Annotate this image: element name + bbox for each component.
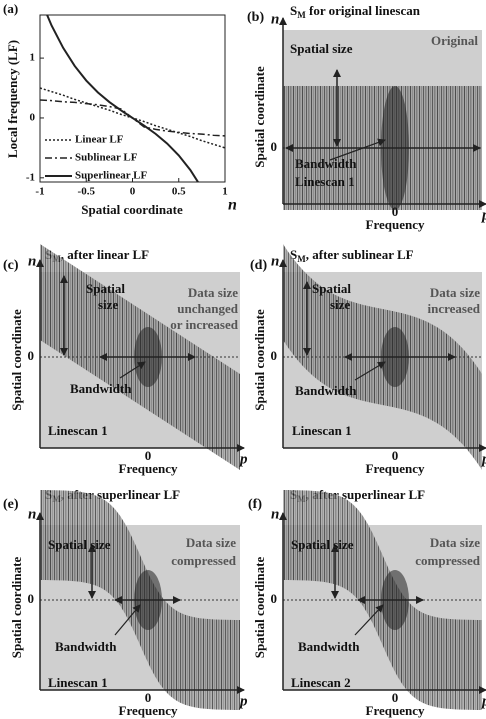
x-axis-label: Frequency — [119, 703, 178, 718]
x-axis-label: Spatial coordinate — [81, 202, 183, 217]
annotation: Original — [431, 33, 478, 48]
y-zero-label: 0 — [271, 139, 278, 154]
annotation: size — [98, 297, 118, 312]
annotation: Bandwidth — [70, 381, 132, 396]
title-text: for original linescan — [306, 3, 421, 18]
annotation: Data size — [430, 535, 480, 550]
x-zero-label: 0 — [392, 690, 399, 705]
annotation: Data size — [186, 535, 236, 550]
y-zero-label: 0 — [271, 591, 278, 606]
y-axis-label: Spatial coordinate — [252, 309, 267, 411]
y-axis-label: Spatial coordinate — [9, 309, 24, 411]
x-axis-end-label: p — [480, 451, 486, 467]
x-zero-label: 0 — [145, 690, 152, 705]
panel-label: (f) — [248, 497, 262, 512]
title-text: , after sublinear LF — [306, 247, 414, 262]
annotation: Spatial size — [48, 537, 111, 552]
annotation: or increased — [170, 317, 239, 332]
title-symbol: S — [290, 247, 297, 262]
annotation: compressed — [171, 553, 237, 568]
pointer-arrow — [329, 138, 386, 161]
legend-label: Linear LF — [75, 134, 124, 146]
y-axis-label: Spatial coordinate — [9, 557, 24, 659]
axis-end-label: n — [228, 197, 237, 214]
x-tick-label: 0.5 — [172, 186, 186, 198]
y-axis-label: Local frequency (LF) — [5, 40, 20, 158]
annotation: Bandwidth — [55, 639, 117, 654]
panel: (d)SM, after sublinear LFnp00FrequencySp… — [250, 244, 486, 476]
annotation: Linescan 1 — [48, 675, 108, 690]
x-tick-label: -0.5 — [78, 186, 96, 198]
panel-label: (b) — [247, 10, 264, 25]
x-zero-label: 0 — [392, 448, 399, 463]
y-zero-label: 0 — [28, 348, 35, 363]
y-axis-end-label: n — [28, 253, 36, 269]
x-zero-label: 0 — [145, 448, 152, 463]
x-tick-label: 1 — [222, 186, 228, 198]
annotation: unchanged — [177, 301, 238, 316]
y-axis-label: Spatial coordinate — [252, 66, 267, 168]
annotation: Linescan 1 — [292, 423, 352, 438]
annotation: Data size — [188, 285, 238, 300]
x-zero-label: 0 — [392, 204, 399, 219]
plot-area — [40, 15, 225, 182]
y-zero-label: 0 — [271, 348, 278, 363]
x-tick-label: -1 — [35, 186, 44, 198]
annotation: Bandwidth — [295, 156, 357, 171]
title-subscript: M — [297, 254, 306, 264]
annotation: Bandwidth — [295, 383, 357, 398]
panel-label: (d) — [250, 258, 267, 273]
legend-label: Sublinear LF — [75, 152, 138, 164]
annotation: Bandwidth — [298, 639, 360, 654]
x-axis-label: Frequency — [366, 703, 425, 718]
annotation: compressed — [415, 553, 481, 568]
y-tick-label: 1 — [30, 52, 36, 64]
x-axis-label: Frequency — [366, 461, 425, 476]
annotation: increased — [428, 301, 481, 316]
y-axis-end-label: n — [271, 11, 279, 27]
pointer-arrow — [119, 361, 146, 379]
legend-label: Superlinear LF — [75, 170, 148, 182]
y-axis-label: Spatial coordinate — [252, 557, 267, 659]
x-tick-label: 0 — [130, 186, 136, 198]
annotation: size — [330, 297, 350, 312]
x-axis-label: Frequency — [366, 217, 425, 232]
title-subscript: M — [297, 10, 306, 20]
y-axis-end-label: n — [271, 506, 279, 522]
panel-title: SM, after sublinear LF — [290, 247, 414, 264]
pointer-arrow — [354, 604, 384, 636]
pointer-arrow — [114, 604, 141, 636]
annotation: Linescan 2 — [291, 675, 351, 690]
y-axis-end-label: n — [271, 253, 279, 269]
panel-label: (e) — [3, 497, 19, 512]
panel: (f)SM, after superlinear LFnp00Frequency… — [248, 487, 486, 718]
panel-label: (a) — [3, 1, 18, 16]
x-axis-label: Frequency — [119, 461, 178, 476]
annotation: Linescan 1 — [48, 423, 108, 438]
annotation: Data size — [430, 285, 480, 300]
panel: (b)SM for original linescannp00Frequency… — [247, 3, 486, 232]
annotation: Linescan 1 — [295, 174, 355, 189]
panel-title: SM for original linescan — [290, 3, 421, 20]
title-symbol: S — [290, 3, 297, 18]
y-tick-label: -1 — [26, 171, 35, 183]
title-text: , after linear LF — [61, 247, 149, 262]
x-axis-end-label: p — [480, 693, 486, 709]
pointer-arrow — [354, 361, 386, 381]
panel: (c)SM, after linear LFnp00FrequencySpati… — [3, 244, 248, 476]
x-axis-end-label: p — [480, 207, 486, 223]
line-series — [46, 15, 200, 182]
annotation: Spatial size — [291, 537, 354, 552]
x-axis-end-label: p — [238, 693, 248, 709]
x-axis-end-label: p — [238, 451, 248, 467]
annotation: Spatial — [86, 281, 125, 296]
y-zero-label: 0 — [28, 591, 35, 606]
y-axis-end-label: n — [28, 506, 36, 522]
annotation: Spatial — [312, 281, 351, 296]
y-tick-label: 0 — [30, 111, 36, 123]
panel: (e)SM, after superlinear LFnp00Frequency… — [3, 487, 248, 718]
annotation: Spatial size — [290, 41, 353, 56]
panel-label: (c) — [3, 258, 19, 273]
